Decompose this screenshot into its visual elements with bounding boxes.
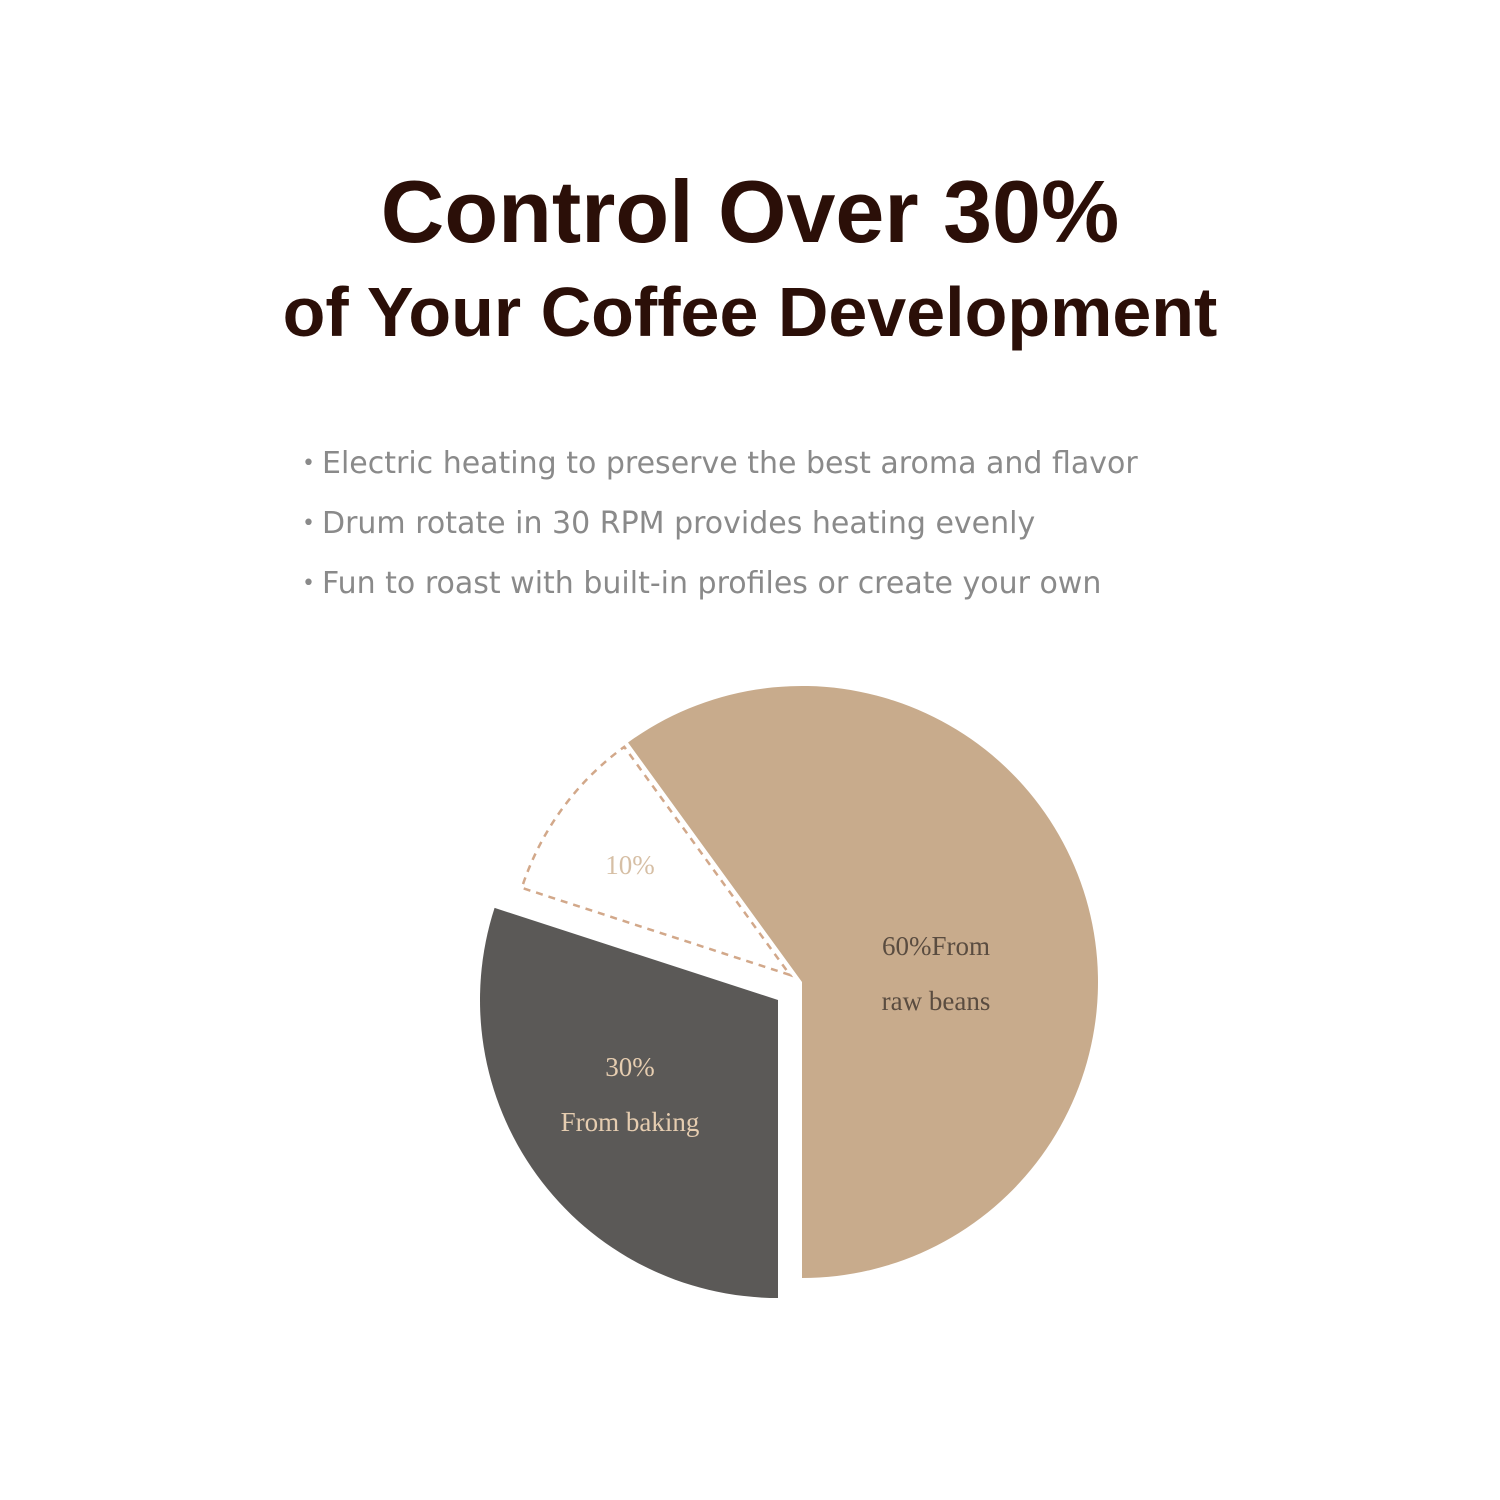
slice-label: 30% bbox=[605, 1052, 655, 1082]
feature-item: Electric heating to preserve the best ar… bbox=[302, 442, 1138, 502]
subtitle: of Your Coffee Development bbox=[282, 273, 1218, 351]
pie-slice-60 bbox=[628, 686, 1098, 1278]
slice-label: 10% bbox=[605, 850, 655, 880]
pie-slice-10 bbox=[520, 745, 794, 978]
feature-list: Electric heating to preserve the best ar… bbox=[302, 442, 1138, 622]
slice-label: From baking bbox=[561, 1107, 700, 1137]
slice-label: raw beans bbox=[882, 986, 991, 1016]
slice-label: 60%From bbox=[882, 931, 990, 961]
pie-slice-30 bbox=[479, 907, 778, 1298]
feature-item: Fun to roast with built-in profiles or c… bbox=[302, 562, 1138, 622]
title: Control Over 30% bbox=[380, 162, 1120, 261]
feature-item: Drum rotate in 30 RPM provides heating e… bbox=[302, 502, 1138, 562]
